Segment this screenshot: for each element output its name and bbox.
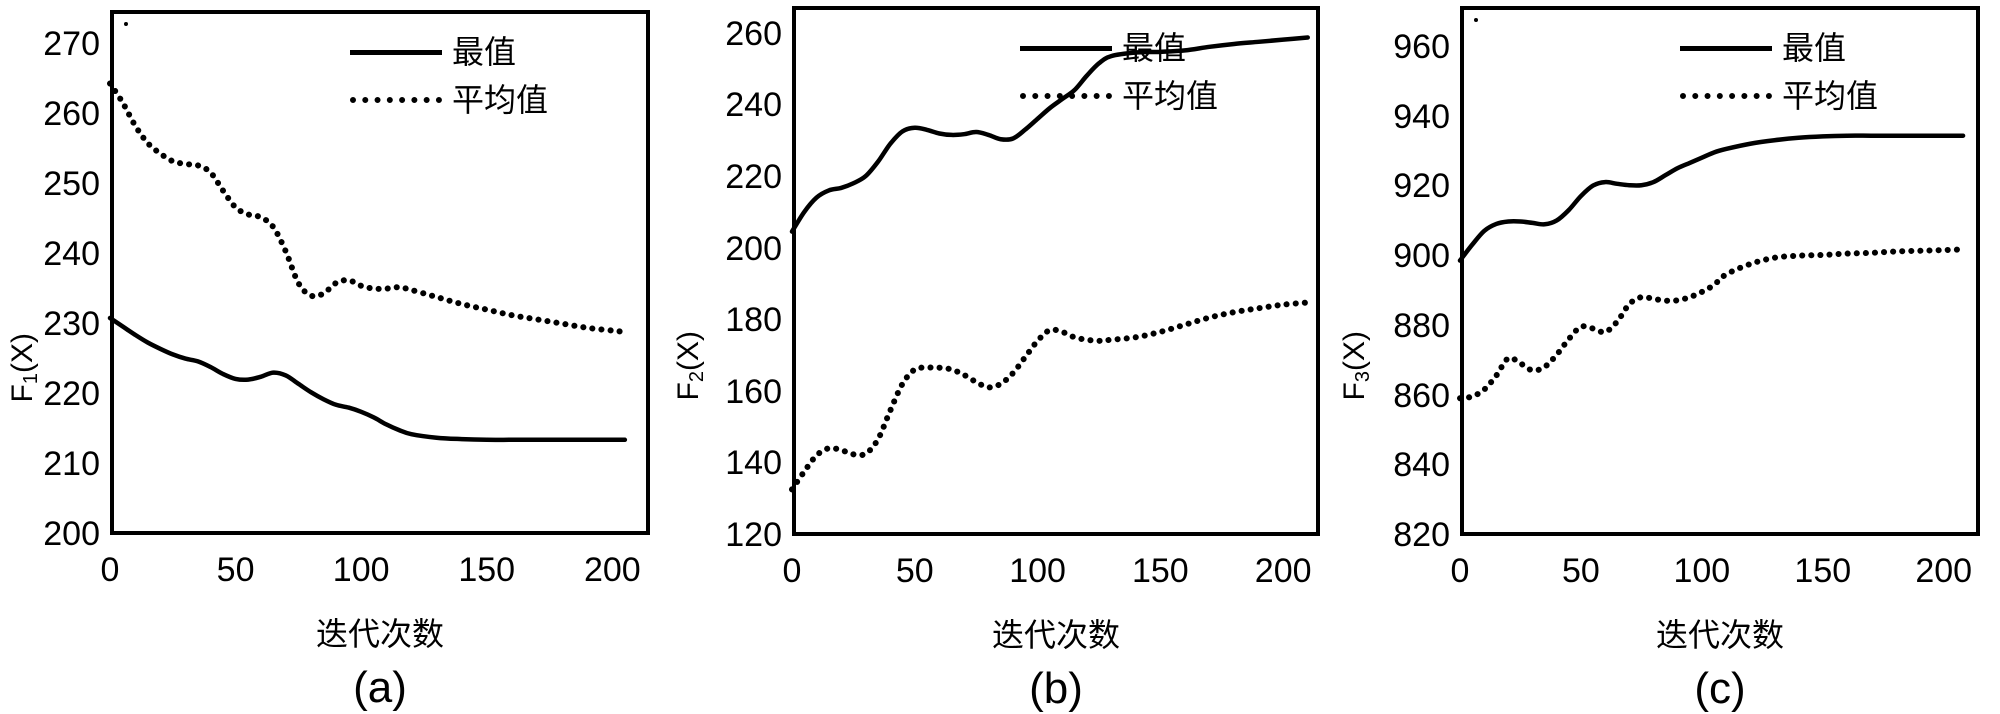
y-tick-label: 880 bbox=[1393, 306, 1450, 345]
y-tick-label: 840 bbox=[1393, 446, 1450, 485]
legend: 最值 平均值 bbox=[1680, 28, 1878, 116]
x-tick-label: 50 bbox=[1562, 552, 1600, 590]
x-tick-label: 150 bbox=[458, 551, 516, 589]
x-tick-label: 0 bbox=[100, 551, 120, 589]
legend-solid-line-swatch bbox=[1680, 45, 1772, 51]
legend-item-mean: 平均值 bbox=[1680, 76, 1878, 116]
legend-label: 最值 bbox=[1122, 30, 1187, 66]
legend-item-mean: 平均值 bbox=[1020, 76, 1218, 116]
legend-solid-line-swatch bbox=[1020, 45, 1112, 51]
y-tick-label: 200 bbox=[725, 229, 782, 268]
y-tick-label: 220 bbox=[43, 375, 100, 413]
y-tick-label: 220 bbox=[725, 157, 782, 196]
x-tick-label: 150 bbox=[1794, 552, 1852, 590]
series-mean-line bbox=[789, 299, 1311, 493]
x-tick-label: 200 bbox=[1915, 552, 1973, 590]
legend-dotted-line-swatch bbox=[1020, 93, 1112, 99]
panel-caption: (b) bbox=[1029, 664, 1083, 713]
panel-a: F1(X) 270 260 250 240 230 220 210 200 最值 平均值 0 50 100… bbox=[0, 0, 666, 712]
legend-dotted-line-swatch bbox=[350, 97, 442, 103]
curve-layer bbox=[107, 80, 628, 443]
panel-caption: (c) bbox=[1694, 664, 1746, 713]
y-tick-label: 820 bbox=[1393, 516, 1450, 554]
x-tick-label: 100 bbox=[332, 551, 390, 589]
y-tick-label: 270 bbox=[43, 25, 100, 63]
series-mean-line bbox=[1457, 246, 1967, 402]
legend-dotted-line-swatch bbox=[1680, 93, 1772, 99]
y-tick-label: 260 bbox=[725, 14, 782, 53]
y-tick-label: 260 bbox=[43, 95, 100, 133]
y-tick-label: 940 bbox=[1393, 97, 1450, 136]
legend-label: 最值 bbox=[452, 34, 517, 70]
x-tick-label: 200 bbox=[583, 551, 641, 589]
scan-artifact-dot bbox=[124, 22, 128, 26]
series-mean-line bbox=[107, 80, 628, 335]
legend: 最值 平均值 bbox=[350, 32, 548, 120]
legend-solid-line-swatch bbox=[350, 49, 442, 55]
series-best-line bbox=[107, 315, 628, 443]
panel-b: F2(X) 260 240 220 200 180 160 140 120 最值 平均值 0 50 100… bbox=[666, 0, 1332, 713]
series-best-line bbox=[789, 35, 1310, 234]
scan-artifact-dot bbox=[1474, 18, 1478, 22]
legend-label: 最值 bbox=[1782, 30, 1847, 66]
legend-item-best: 最值 bbox=[1680, 28, 1878, 68]
legend-label: 平均值 bbox=[1122, 78, 1219, 114]
y-tick-label: 230 bbox=[43, 305, 100, 343]
x-tick-label: 0 bbox=[782, 552, 802, 590]
y-tick-label: 210 bbox=[43, 445, 100, 483]
x-tick-label: 100 bbox=[1673, 552, 1731, 590]
y-tick-label: 140 bbox=[725, 444, 782, 483]
x-tick-label: 100 bbox=[1009, 552, 1066, 590]
x-tick-label: 0 bbox=[1450, 552, 1470, 590]
y-tick-label: 960 bbox=[1393, 27, 1450, 66]
y-tick-label: 900 bbox=[1393, 237, 1450, 276]
x-tick-label: 200 bbox=[1254, 552, 1312, 590]
x-tick-label: 50 bbox=[895, 552, 934, 590]
curve-layer bbox=[789, 35, 1311, 493]
x-tick-label: 50 bbox=[216, 551, 255, 589]
curve-layer bbox=[1457, 133, 1967, 402]
panel-caption: (a) bbox=[353, 663, 407, 712]
x-axis-label: 迭代次数 bbox=[1655, 617, 1785, 653]
panel-c: F3(X) 960 940 920 900 880 860 840 820 最值 平均值 0 50 100… bbox=[1332, 0, 1998, 713]
legend-item-best: 最值 bbox=[350, 32, 548, 72]
series-best-line bbox=[1457, 133, 1966, 263]
legend-label: 平均值 bbox=[1782, 78, 1879, 114]
x-tick-label: 150 bbox=[1131, 552, 1189, 590]
y-tick-label: 160 bbox=[725, 372, 782, 411]
y-tick-label: 120 bbox=[725, 516, 782, 554]
legend-item-best: 最值 bbox=[1020, 28, 1218, 68]
y-tick-label: 920 bbox=[1393, 167, 1450, 206]
legend-item-mean: 平均值 bbox=[350, 80, 548, 120]
legend: 最值 平均值 bbox=[1020, 28, 1218, 116]
y-tick-label: 200 bbox=[43, 515, 100, 553]
x-axis-label: 迭代次数 bbox=[991, 617, 1121, 653]
y-tick-label: 250 bbox=[43, 165, 100, 203]
y-tick-label: 240 bbox=[43, 235, 100, 273]
legend-label: 平均值 bbox=[452, 82, 549, 118]
y-tick-label: 860 bbox=[1393, 376, 1450, 415]
x-axis-label: 迭代次数 bbox=[315, 616, 445, 652]
y-tick-label: 180 bbox=[725, 301, 782, 340]
y-tick-label: 240 bbox=[725, 86, 782, 125]
